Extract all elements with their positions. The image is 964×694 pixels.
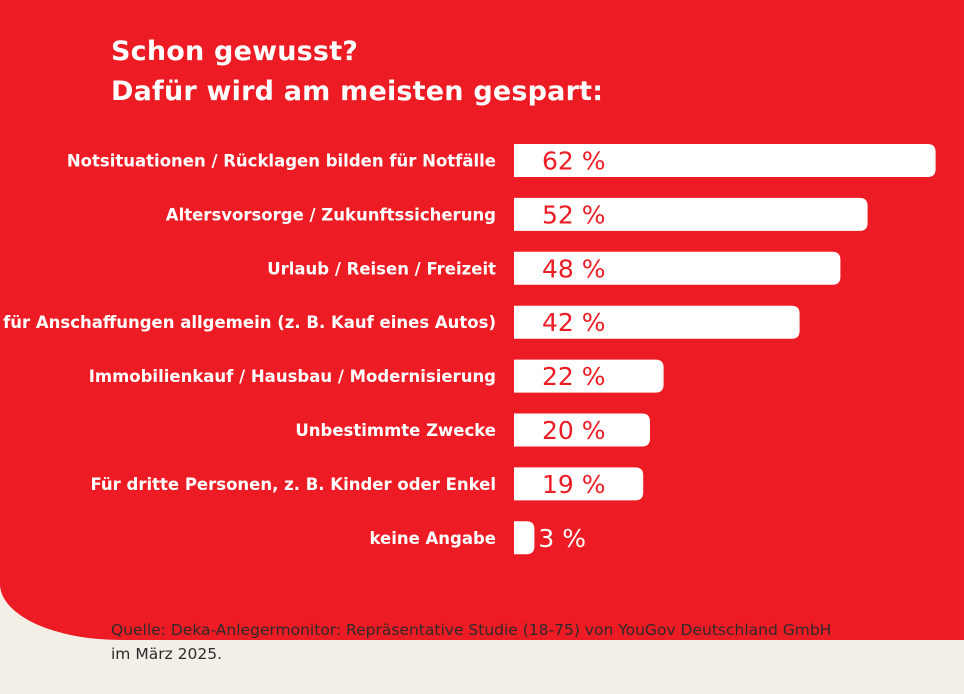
- value-label: 3 %: [538, 524, 586, 553]
- category-label: für Anschaffungen allgemein (z. B. Kauf …: [3, 313, 496, 332]
- bar: [514, 305, 800, 339]
- bar: [514, 197, 868, 231]
- category-label: keine Angabe: [369, 529, 496, 548]
- chart-title: Schon gewusst? Dafür wird am meisten ges…: [111, 32, 603, 112]
- bar: [514, 251, 841, 285]
- title-line-1: Schon gewusst?: [111, 36, 359, 67]
- category-label: Für dritte Personen, z. B. Kinder oder E…: [90, 475, 496, 494]
- source-line-1: Quelle: Deka-Anlegermonitor: Repräsentat…: [111, 621, 832, 639]
- value-label: 42 %: [542, 308, 606, 337]
- value-label: 48 %: [542, 254, 606, 283]
- category-label: Notsituationen / Rücklagen bilden für No…: [67, 152, 496, 171]
- bar-chart: Notsituationen / Rücklagen bilden für No…: [3, 144, 936, 555]
- source-line-2: im März 2025.: [111, 645, 223, 663]
- red-panel: [0, 0, 964, 640]
- bar: [514, 521, 535, 555]
- value-label: 52 %: [542, 200, 606, 229]
- category-label: Immobilienkauf / Hausbau / Modernisierun…: [89, 367, 496, 386]
- bar: [514, 144, 936, 177]
- value-label: 19 %: [542, 470, 606, 499]
- value-label: 62 %: [542, 147, 606, 176]
- bar: [514, 359, 664, 393]
- title-line-2: Dafür wird am meisten gespart:: [111, 76, 604, 107]
- value-label: 22 %: [542, 362, 606, 391]
- category-label: Unbestimmte Zwecke: [295, 421, 496, 440]
- category-label: Urlaub / Reisen / Freizeit: [267, 259, 496, 278]
- category-label: Altersvorsorge / Zukunftssicherung: [166, 205, 496, 224]
- source-note: Quelle: Deka-Anlegermonitor: Repräsentat…: [111, 618, 911, 666]
- bar: [514, 413, 650, 447]
- bar: [514, 467, 644, 501]
- value-label: 20 %: [542, 416, 606, 445]
